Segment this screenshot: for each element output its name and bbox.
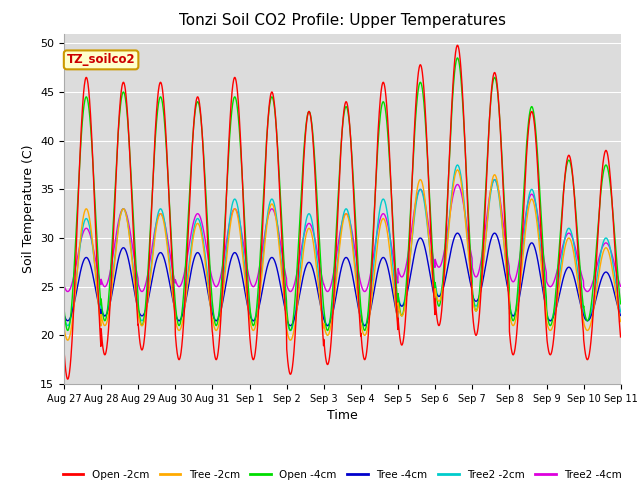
Open -4cm (287, 327, 294, 333)
Tree2 -2cm (215, 310, 223, 316)
Line: Tree2 -4cm: Tree2 -4cm (64, 180, 621, 291)
Tree2 -4cm (491, 177, 499, 182)
Open -2cm (60, 348, 68, 353)
Open -4cm (215, 308, 223, 314)
Tree2 -2cm (371, 252, 378, 258)
Tree2 -2cm (584, 318, 591, 324)
Line: Tree -4cm: Tree -4cm (64, 233, 621, 325)
Tree2 -2cm (568, 231, 575, 237)
Open -2cm (617, 334, 625, 340)
Open -4cm (454, 55, 461, 61)
Tree -4cm (584, 318, 591, 324)
Tree2 -2cm (358, 319, 366, 324)
Open -4cm (371, 200, 378, 206)
Line: Open -4cm: Open -4cm (64, 58, 621, 330)
Tree2 -4cm (215, 279, 223, 285)
Tree2 -4cm (583, 288, 591, 294)
Tree2 -4cm (584, 288, 591, 294)
Tree -2cm (584, 327, 591, 333)
Tree -4cm (371, 285, 378, 290)
Open -4cm (358, 320, 366, 326)
Open -4cm (568, 168, 575, 173)
Tree2 -4cm (568, 233, 575, 239)
Open -2cm (216, 336, 223, 342)
Y-axis label: Soil Temperature (C): Soil Temperature (C) (22, 144, 35, 273)
Tree -2cm (215, 320, 223, 326)
Open -2cm (358, 348, 366, 353)
Tree2 -4cm (358, 286, 366, 291)
Open -2cm (64, 376, 72, 382)
Tree2 -4cm (504, 258, 512, 264)
Tree -4cm (358, 321, 366, 326)
Open -2cm (504, 292, 512, 298)
Tree -4cm (287, 323, 294, 328)
Tree2 -4cm (617, 283, 625, 289)
Tree -4cm (617, 312, 625, 318)
Title: Tonzi Soil CO2 Profile: Upper Temperatures: Tonzi Soil CO2 Profile: Upper Temperatur… (179, 13, 506, 28)
Open -4cm (617, 301, 625, 307)
Tree2 -2cm (454, 162, 461, 168)
Tree -2cm (287, 337, 294, 343)
Tree -2cm (371, 267, 378, 273)
Text: TZ_soilco2: TZ_soilco2 (67, 53, 136, 66)
Tree -2cm (504, 288, 512, 293)
Tree -2cm (454, 167, 461, 173)
Line: Tree -2cm: Tree -2cm (64, 170, 621, 340)
Tree -2cm (617, 319, 625, 324)
Tree -2cm (358, 329, 366, 335)
Tree -4cm (60, 312, 68, 318)
Tree2 -2cm (617, 309, 625, 314)
Tree -4cm (454, 230, 461, 236)
Tree2 -4cm (60, 283, 68, 288)
Tree2 -2cm (60, 312, 68, 318)
Tree2 -2cm (504, 284, 512, 290)
Open -2cm (568, 165, 575, 171)
Open -4cm (60, 305, 68, 311)
Tree -4cm (215, 313, 223, 319)
X-axis label: Time: Time (327, 409, 358, 422)
Tree -4cm (568, 268, 575, 274)
Line: Open -2cm: Open -2cm (64, 45, 621, 379)
Open -4cm (584, 318, 591, 324)
Line: Tree2 -2cm: Tree2 -2cm (64, 165, 621, 330)
Tree2 -2cm (287, 327, 294, 333)
Open -2cm (454, 42, 461, 48)
Open -2cm (584, 357, 591, 362)
Tree2 -4cm (371, 247, 378, 253)
Open -2cm (371, 203, 378, 208)
Legend: Open -2cm, Tree -2cm, Open -4cm, Tree -4cm, Tree2 -2cm, Tree2 -4cm: Open -2cm, Tree -2cm, Open -4cm, Tree -4… (58, 466, 627, 480)
Tree -2cm (568, 241, 575, 247)
Tree -2cm (60, 325, 68, 331)
Open -4cm (504, 273, 512, 278)
Tree -4cm (504, 288, 512, 294)
